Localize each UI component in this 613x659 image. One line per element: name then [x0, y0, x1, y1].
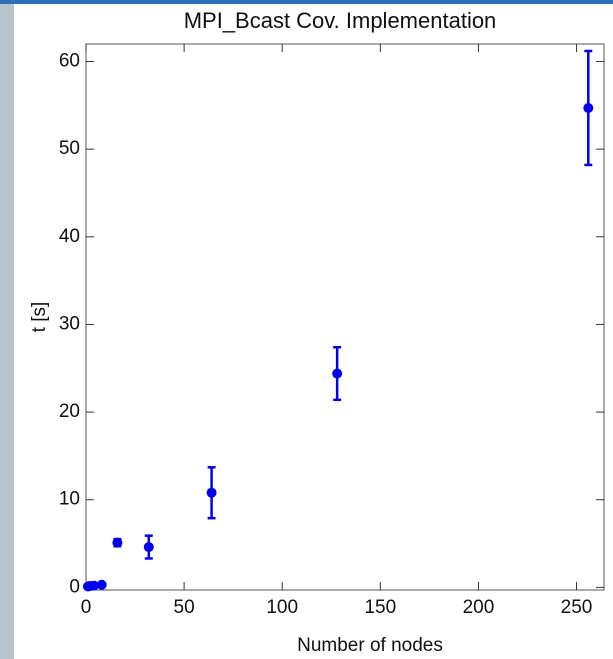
x-tick-label: 250 — [561, 597, 593, 618]
y-tick-label: 10 — [59, 489, 80, 510]
point — [88, 580, 99, 591]
y-tick-label: 0 — [69, 576, 80, 597]
x-tick-label: 200 — [463, 597, 495, 618]
y-tick-label: 30 — [59, 313, 80, 334]
y-tick-label: 40 — [59, 226, 80, 247]
y-tick-label: 50 — [59, 138, 80, 159]
point — [332, 368, 343, 379]
x-tick-label: 0 — [81, 597, 92, 618]
chart-title: MPI_Bcast Cov. Implementation — [184, 8, 497, 33]
x-tick-label: 150 — [364, 597, 396, 618]
point — [206, 487, 217, 498]
point — [112, 537, 123, 548]
side-strip — [0, 0, 14, 659]
y-tick-label: 60 — [59, 51, 80, 72]
y-axis-label: t [s] — [29, 302, 50, 333]
x-tick-label: 50 — [174, 597, 195, 618]
x-axis-label: Number of nodes — [297, 635, 443, 656]
point — [143, 542, 154, 553]
point — [96, 579, 107, 590]
plot-frame — [85, 43, 605, 591]
x-tick-label: 100 — [266, 597, 298, 618]
y-tick-label: 20 — [59, 401, 80, 422]
top-bar — [0, 0, 613, 4]
point — [583, 102, 594, 113]
